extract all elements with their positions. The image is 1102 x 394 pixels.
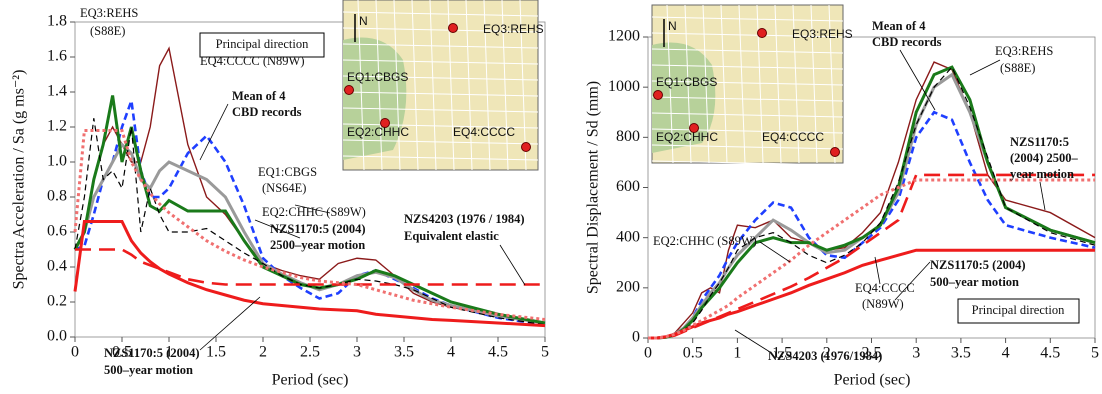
leader-line xyxy=(900,50,935,110)
x-tick-label: 4.5 xyxy=(488,344,508,361)
annotation: EQ2:CHHC (S89W) xyxy=(262,205,366,219)
leader-line xyxy=(1040,182,1045,210)
leader-line xyxy=(760,242,790,262)
y-tick-label: 0.0 xyxy=(47,328,67,345)
x-tick-label: 1 xyxy=(733,345,741,362)
x-tick-label: 4.5 xyxy=(1040,345,1060,362)
y-tick-label: 0 xyxy=(632,329,640,346)
map-label: EQ3:REHS xyxy=(483,22,544,36)
y-tick-label: 1.6 xyxy=(47,48,67,65)
leader-line xyxy=(200,104,228,160)
annotation: EQ4:CCCC xyxy=(855,281,915,295)
x-tick-label: 3 xyxy=(353,344,361,361)
station-dot xyxy=(758,29,767,38)
annotation: (N89W) xyxy=(862,297,904,311)
map-label: EQ4:CCCC xyxy=(762,130,824,144)
annotation: EQ3:REHS xyxy=(995,44,1053,58)
map-label: EQ1:CBGS xyxy=(656,75,717,89)
leader-line xyxy=(200,297,260,350)
x-axis-title: Period (sec) xyxy=(272,372,349,389)
x-tick-label: 5 xyxy=(1091,345,1099,362)
map-label: EQ1:CBGS xyxy=(347,70,408,84)
annotation: (S88E) xyxy=(90,24,125,38)
x-tick-label: 4 xyxy=(447,344,455,361)
annotation: (NS64E) xyxy=(262,181,306,195)
leader-line xyxy=(500,245,525,285)
annotation: NZS1170:5 (2004) xyxy=(104,346,200,360)
leader-line xyxy=(970,60,1000,75)
y-tick-label: 1.4 xyxy=(47,83,67,100)
x-tick-label: 0 xyxy=(71,344,79,361)
y-tick-label: 0.8 xyxy=(47,188,67,205)
annotation: 500–year motion xyxy=(930,275,1019,289)
y-tick-label: 1200 xyxy=(608,28,640,45)
y-tick-label: 200 xyxy=(616,279,640,296)
map-label: EQ2:CHHC xyxy=(656,130,718,144)
map-label: EQ4:CCCC xyxy=(453,125,515,139)
annotation: EQ4:CCCC (N89W) xyxy=(200,54,305,68)
annotation: year motion xyxy=(1010,167,1074,181)
annotation: EQ2:CHHC (S89W) xyxy=(653,234,757,248)
y-tick-label: 400 xyxy=(616,228,640,245)
annotation: Equivalent elastic xyxy=(404,229,499,243)
annotation: CBD records xyxy=(232,105,302,119)
annotation: 2500–year motion xyxy=(270,238,365,252)
y-tick-label: 800 xyxy=(616,128,640,145)
annotation: Principal direction xyxy=(972,303,1065,317)
series-line xyxy=(75,250,545,285)
annotation: NZS1170:5 xyxy=(1010,135,1069,149)
annotation: (S88E) xyxy=(1000,61,1035,75)
y-tick-label: 1000 xyxy=(608,78,640,95)
station-dot xyxy=(449,24,458,33)
y-axis-title: Spectra Acceleration / Sa (g ms⁻²) xyxy=(11,70,28,290)
x-tick-label: 4 xyxy=(1002,345,1010,362)
figure: 0.0 0.2 0.4 0.6 0.8 1.0 1.2 1.4 1.6 1.8 0 0.5 1 1.5 2 2… xyxy=(0,0,1102,394)
x-tick-label: 3.5 xyxy=(394,344,414,361)
annotation: NZS1170:5 (2004) xyxy=(930,258,1026,272)
annotation: NZS4203 (1976 / 1984) xyxy=(404,212,525,226)
y-tick-label: 0.4 xyxy=(47,258,67,275)
annotation: CBD records xyxy=(872,35,942,49)
map-inset: N EQ3:REHS EQ1:CBGS EQ2:CHHC EQ4:CCCC xyxy=(652,5,853,165)
station-dot xyxy=(831,148,840,157)
annotation: Mean of 4 xyxy=(232,89,286,103)
x-tick-label: 0 xyxy=(644,345,652,362)
y-tick-label: 1.2 xyxy=(47,118,67,135)
map-label: EQ3:REHS xyxy=(792,27,853,41)
x-tick-label: 0.5 xyxy=(683,345,703,362)
map-label: EQ2:CHHC xyxy=(347,125,409,139)
map-label: N xyxy=(359,14,368,28)
annotation: Mean of 4 xyxy=(872,19,926,33)
x-axis-title: Period (sec) xyxy=(834,372,911,389)
map-inset: N EQ3:REHS EQ1:CBGS EQ2:CHHC EQ4:CCCC xyxy=(343,0,544,170)
y-tick-label: 600 xyxy=(616,178,640,195)
x-tick-label: 3.5 xyxy=(951,345,971,362)
x-tick-label: 2.5 xyxy=(300,344,320,361)
x-tick-label: 1.5 xyxy=(206,344,226,361)
y-axis-title: Spectral Displacement / Sd (mm) xyxy=(585,81,602,294)
annotation: 500–year motion xyxy=(104,363,193,377)
x-tick-label: 5 xyxy=(541,344,549,361)
annotation: Principal direction xyxy=(216,37,309,51)
annotation: EQ3:REHS xyxy=(80,6,138,20)
y-tick-label: 0.6 xyxy=(47,223,67,240)
station-dot xyxy=(654,91,663,100)
y-tick-label: 0.2 xyxy=(47,293,67,310)
annotation: NZS1170:5 (2004) xyxy=(270,222,366,236)
station-dot xyxy=(345,86,354,95)
station-dot xyxy=(522,143,531,152)
annotation: EQ1:CBGS xyxy=(258,165,317,179)
x-tick-label: 2 xyxy=(259,344,267,361)
annotation: (2004) 2500– xyxy=(1010,151,1078,165)
x-tick-label: 3 xyxy=(912,345,920,362)
y-tick-label: 1.8 xyxy=(47,13,67,30)
map-label: N xyxy=(668,19,677,33)
annotation: NZS4203 (1976/1984) xyxy=(768,349,882,363)
y-tick-label: 1.0 xyxy=(47,153,67,170)
